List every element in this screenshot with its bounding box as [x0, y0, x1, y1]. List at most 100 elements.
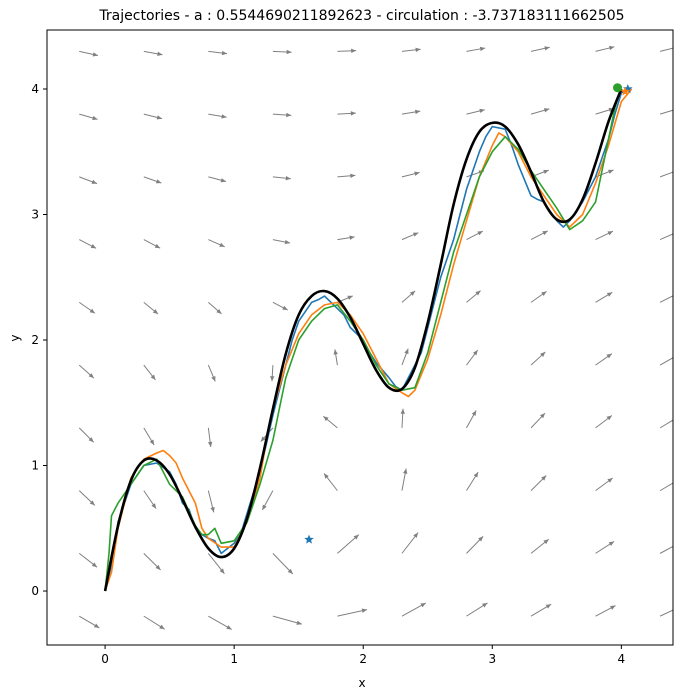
vector-arrow	[208, 176, 227, 183]
vector-arrow	[207, 364, 216, 382]
vector-arrow	[143, 176, 162, 184]
vector-arrow	[659, 293, 673, 303]
y-tick-label: 3	[31, 208, 39, 222]
vector-arrow	[401, 109, 421, 115]
vector-arrow	[143, 615, 165, 630]
vector-arrow	[143, 301, 159, 315]
vector-arrow	[530, 603, 552, 617]
vector-arrow	[143, 239, 161, 249]
vector-arrow	[78, 301, 96, 314]
x-tick-label: 4	[618, 652, 626, 666]
vector-arrow	[659, 171, 673, 178]
vector-arrow	[595, 541, 615, 554]
vector-arrow	[466, 410, 477, 429]
vector-arrow	[208, 301, 222, 315]
vector-arrow	[530, 108, 550, 115]
plot-frame	[46, 29, 674, 646]
trajectory-line-3	[104, 86, 623, 592]
y-tick-label: 1	[31, 459, 39, 473]
vector-arrow	[261, 490, 274, 511]
vector-arrow	[272, 553, 294, 575]
y-tick-label: 0	[31, 584, 39, 598]
markers	[304, 83, 633, 544]
vector-arrow	[466, 471, 479, 491]
vector-arrow	[401, 602, 427, 617]
vector-arrow	[659, 609, 673, 617]
y-axis-ticks: 0 1 2 3 4	[31, 82, 47, 598]
reference-curve	[103, 88, 623, 592]
vector-arrow	[323, 473, 338, 491]
vector-arrow	[466, 108, 485, 115]
vector-arrow	[143, 50, 163, 56]
vector-arrow	[401, 232, 419, 241]
vector-arrow	[466, 602, 488, 617]
vector-arrow	[207, 427, 213, 448]
x-axis-label: x	[358, 676, 365, 690]
vector-arrow	[401, 532, 419, 554]
vector-arrow	[208, 239, 225, 248]
vector-arrow	[659, 545, 673, 554]
chart-title: Trajectories - a : 0.5544690211892623 - …	[98, 8, 624, 24]
vector-arrow	[272, 112, 292, 118]
vector-arrow	[466, 349, 479, 366]
vector-arrow	[659, 355, 673, 366]
vector-arrow	[272, 615, 302, 625]
vector-arrow	[272, 301, 288, 311]
vector-arrow	[337, 608, 368, 617]
vector-arrow	[143, 364, 156, 381]
vector-arrow	[143, 553, 161, 571]
vector-arrow	[78, 427, 94, 443]
x-tick-label: 3	[488, 652, 496, 666]
vector-arrow	[466, 290, 481, 303]
vector-arrow	[337, 534, 360, 554]
vector-arrow	[401, 47, 421, 52]
vector-arrow	[79, 176, 98, 185]
y-tick-label: 4	[31, 82, 39, 96]
vector-arrow	[337, 235, 355, 241]
vector-arrow	[659, 480, 673, 492]
vector-arrow	[401, 290, 416, 303]
vector-arrow	[208, 615, 232, 630]
vector-arrow	[337, 48, 357, 54]
vector-arrow	[272, 49, 292, 55]
vector-arrow	[659, 231, 673, 241]
vector-arrow	[530, 230, 549, 241]
vector-arrow	[466, 230, 484, 241]
vector-field	[78, 45, 673, 630]
vector-arrow	[400, 408, 405, 428]
vector-arrow	[466, 535, 484, 554]
y-axis-label: y	[8, 334, 22, 341]
vector-arrow	[272, 239, 291, 245]
vector-arrow	[401, 468, 408, 491]
vector-arrow	[530, 538, 550, 554]
vector-arrow	[333, 349, 338, 366]
vector-arrow	[78, 552, 98, 568]
x-tick-label: 1	[230, 652, 238, 666]
vector-arrow	[143, 490, 157, 509]
vector-arrow	[530, 290, 547, 303]
vector-arrow	[79, 239, 97, 249]
circle-marker-2	[612, 83, 622, 93]
vector-arrow	[79, 50, 99, 57]
star-marker-4	[620, 86, 630, 96]
vector-arrow	[659, 417, 673, 429]
vector-arrow	[595, 415, 613, 429]
vector-arrow	[208, 50, 228, 56]
reference-line	[103, 88, 623, 592]
vector-arrow	[659, 109, 673, 115]
trajectory-series	[104, 86, 633, 592]
x-tick-label: 0	[101, 652, 109, 666]
vector-arrow	[337, 173, 356, 178]
vector-arrow	[272, 176, 291, 181]
vector-arrow	[530, 475, 547, 491]
vector-arrow	[78, 490, 96, 506]
vector-arrow	[530, 46, 550, 52]
vector-arrow	[530, 351, 546, 366]
vector-arrow	[270, 365, 275, 382]
vector-arrow	[143, 113, 163, 120]
x-tick-label: 2	[359, 652, 367, 666]
vector-arrow	[595, 291, 613, 303]
vector-arrow	[79, 113, 98, 121]
vector-arrow	[78, 364, 95, 379]
vector-arrow	[659, 47, 673, 52]
